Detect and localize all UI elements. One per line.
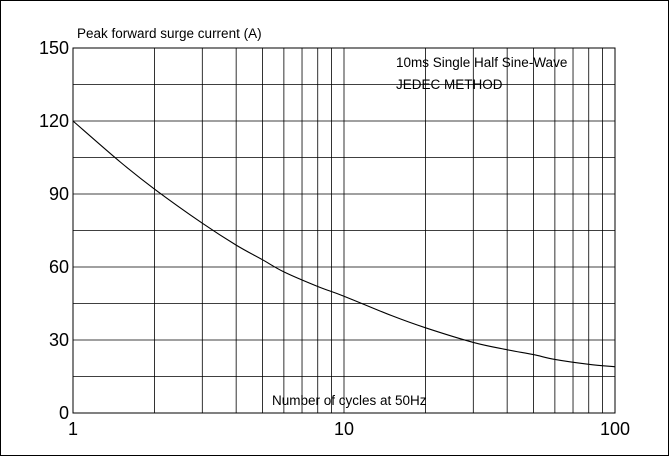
annotation-method: JEDEC METHOD bbox=[396, 77, 503, 92]
annotation-waveform: 10ms Single Half Sine-Wave bbox=[396, 55, 567, 70]
y-tick-label: 120 bbox=[39, 111, 69, 131]
y-axis-label: Peak forward surge current (A) bbox=[77, 26, 262, 41]
series-line bbox=[72, 120, 616, 368]
y-tick-labels: 0 30 60 90 120 150 bbox=[39, 38, 69, 423]
grid bbox=[73, 48, 615, 413]
y-tick-label: 30 bbox=[49, 330, 69, 350]
plot-border bbox=[72, 47, 616, 414]
y-tick-label: 90 bbox=[49, 184, 69, 204]
y-tick-label: 0 bbox=[59, 403, 69, 423]
y-tick-label: 60 bbox=[49, 257, 69, 277]
x-tick-label: 1 bbox=[68, 419, 78, 439]
x-tick-label: 100 bbox=[600, 419, 630, 439]
x-tick-label: 10 bbox=[334, 419, 354, 439]
x-tick-labels: 1 10 100 bbox=[68, 419, 630, 439]
y-tick-label: 150 bbox=[39, 38, 69, 58]
x-axis-label: Number of cycles at 50Hz bbox=[272, 393, 427, 408]
